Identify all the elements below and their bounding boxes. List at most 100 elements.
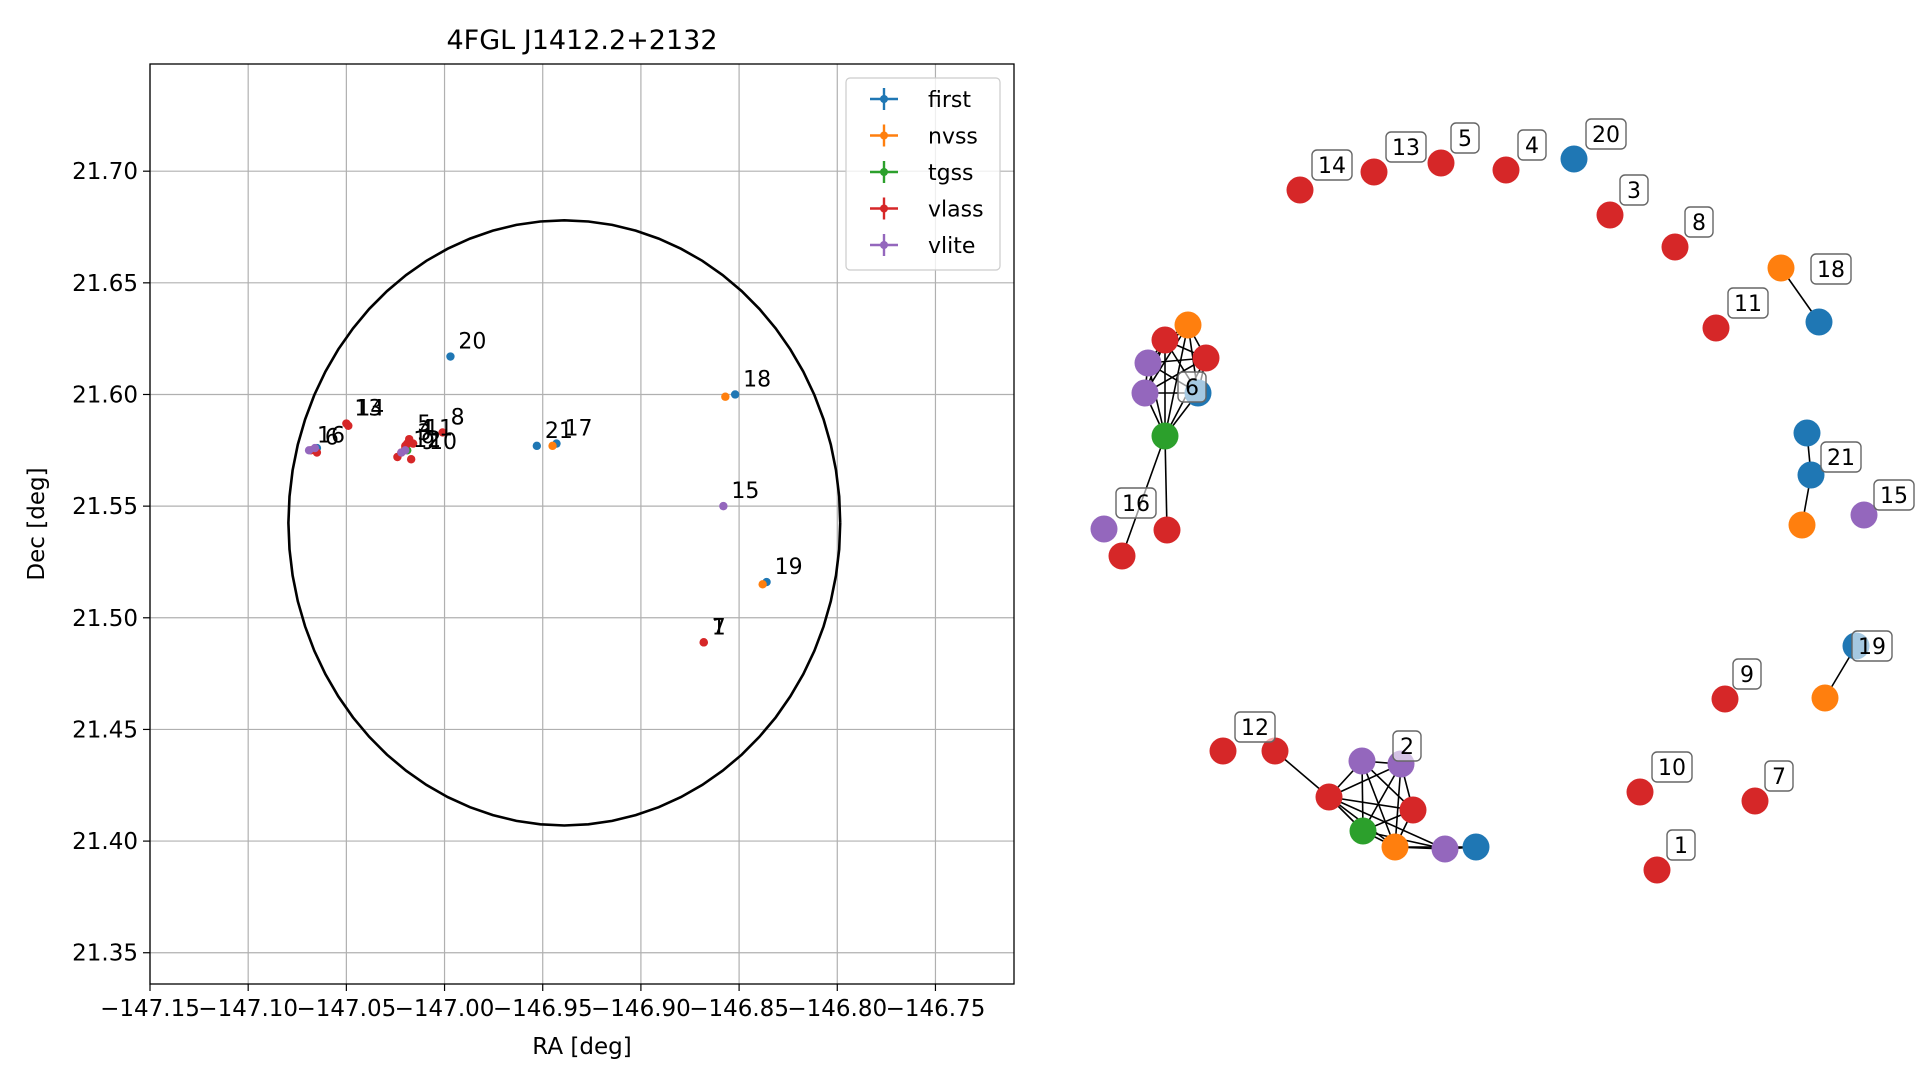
x-tick-label: −146.80	[787, 996, 887, 1022]
network-node-label: 11	[1734, 292, 1762, 317]
network-node	[1131, 379, 1159, 407]
point-annotation: 6	[325, 426, 339, 451]
network-node	[1805, 308, 1833, 336]
point-annotation: 11	[425, 417, 453, 442]
network-label-box	[1517, 129, 1547, 161]
x-tick-label: −147.05	[296, 996, 396, 1022]
network-label-box	[1727, 287, 1769, 319]
network-node-label: 3	[1627, 179, 1641, 204]
network-node-label: 20	[1592, 123, 1620, 148]
network-node	[1261, 737, 1289, 765]
y-axis-label: Dec [deg]	[24, 467, 50, 580]
network-label-box	[1732, 658, 1762, 690]
point-annotation: 13	[354, 397, 382, 422]
network-edges	[1121, 267, 1857, 850]
network-node	[1811, 684, 1839, 712]
network-label-box	[1385, 131, 1427, 163]
network-node	[1711, 685, 1739, 713]
point-annotation: 17	[564, 417, 592, 442]
network-node	[1492, 156, 1520, 184]
y-tick-label: 21.55	[72, 494, 138, 520]
legend-marker-first	[880, 95, 888, 103]
network-edge	[1164, 435, 1168, 531]
network-label-box	[1450, 122, 1480, 154]
legend-label-first: first	[928, 88, 971, 113]
point-vlass	[438, 428, 447, 437]
network-node	[1643, 856, 1671, 884]
legend: first nvss tgss vlass vlite	[845, 77, 1001, 271]
x-tick-label: −147.00	[395, 996, 495, 1022]
legend-marker-vlite	[880, 241, 888, 249]
y-tick-label: 21.35	[72, 941, 138, 967]
network-label-box	[1851, 630, 1893, 662]
y-tick-label: 21.60	[72, 382, 138, 408]
point-annotation: 3	[417, 421, 431, 446]
point-vlass	[408, 439, 418, 448]
legend-label-tgss: tgss	[928, 161, 974, 186]
y-tick-label: 21.50	[72, 606, 138, 632]
network-node-label: 16	[1122, 492, 1150, 517]
network-node	[1793, 419, 1821, 447]
network-node	[1399, 796, 1427, 824]
plot-frame	[149, 63, 1015, 985]
point-annotation: 9	[421, 430, 435, 455]
network-label-box	[1810, 253, 1852, 285]
y-tick-label: 21.40	[72, 829, 138, 855]
network-node	[1153, 516, 1181, 544]
x-axis-label: RA [deg]	[532, 1034, 631, 1060]
network-node	[1797, 461, 1825, 489]
network-node	[1134, 349, 1162, 377]
x-tick-label: −146.85	[689, 996, 789, 1022]
network-label-box	[1764, 760, 1794, 792]
network-node-label: 13	[1392, 136, 1420, 161]
point-nvss	[758, 580, 767, 589]
legend-marker-nvss	[880, 131, 888, 140]
scatter-points	[304, 352, 771, 647]
network-node	[1108, 542, 1136, 570]
legend-label-vlass: vlass	[928, 198, 984, 223]
network-node	[1661, 233, 1689, 261]
network-node-label: 9	[1740, 663, 1754, 688]
legend-label-nvss: nvss	[928, 125, 978, 150]
network-node	[1209, 737, 1237, 765]
network-node-label: 14	[1318, 154, 1346, 179]
network-node-label: 18	[1817, 258, 1845, 283]
point-nvss	[721, 392, 730, 401]
point-annotation: 14	[356, 397, 384, 422]
network-label-box	[1820, 441, 1862, 473]
search-radius-circle	[287, 218, 842, 827]
point-first	[446, 352, 455, 361]
network-label-box	[1651, 751, 1693, 783]
point-first	[532, 441, 542, 451]
y-tick-label: 21.45	[72, 717, 138, 743]
network-node	[1850, 501, 1878, 529]
network-node-label: 19	[1858, 635, 1886, 660]
network-edge	[1328, 796, 1446, 850]
network-label-box	[1619, 174, 1649, 206]
point-vlass	[406, 455, 416, 464]
point-annotation: 7	[712, 615, 726, 640]
x-tick-label: −146.95	[493, 996, 593, 1022]
x-tick-label: −146.75	[886, 996, 986, 1022]
point-vlite	[310, 443, 320, 453]
network-label-box	[1392, 730, 1422, 762]
network-label-box	[1873, 479, 1915, 511]
network-node	[1767, 254, 1795, 282]
network-label-box	[1585, 118, 1627, 150]
network-node	[1315, 783, 1343, 811]
network-labels: 14 13 5 4 20 3 8 18 11 6 16 21 15 19 9 12 2 10 7 1	[1115, 118, 1915, 861]
network-node	[1174, 311, 1202, 339]
network-label-box	[1234, 711, 1276, 743]
grid	[149, 64, 1014, 984]
point-annotation: 5	[417, 412, 431, 437]
point-vlite	[401, 446, 410, 455]
point-vlass	[699, 638, 708, 647]
network-node	[1381, 833, 1409, 861]
x-tick-label: −147.15	[100, 996, 200, 1022]
point-vlite	[719, 501, 728, 511]
x-tick-label: −146.90	[591, 996, 691, 1022]
network-node-label: 5	[1458, 127, 1472, 152]
point-annotation: 21	[545, 419, 573, 444]
